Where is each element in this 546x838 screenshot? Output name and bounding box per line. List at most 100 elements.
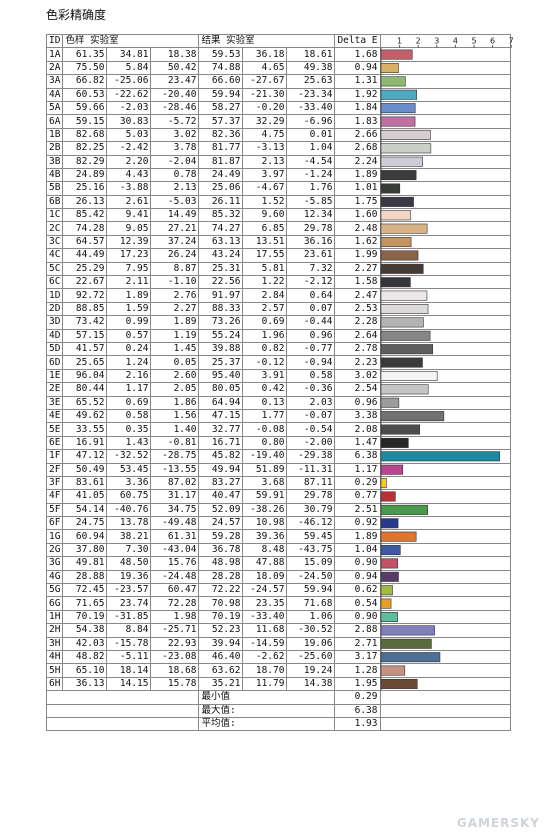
table-row: 5F 54.14 -40.76 34.75 52.09 -38.26 30.79 2.51 bbox=[45, 502, 511, 518]
table-row: 6G 71.65 23.74 72.28 70.98 23.35 71.68 0.54 bbox=[45, 596, 511, 611]
delta-e-value: 0.94 bbox=[334, 60, 381, 76]
patch-id: 6E bbox=[45, 435, 64, 451]
sample-value: -13.55 bbox=[150, 462, 200, 477]
result-value: 49.94 bbox=[198, 462, 244, 477]
result-value: 1.96 bbox=[242, 328, 288, 343]
patch-id: 6C bbox=[45, 275, 64, 290]
result-value: -0.77 bbox=[286, 341, 336, 357]
delta-e-value: 2.47 bbox=[334, 288, 381, 303]
sample-value: -24.48 bbox=[150, 569, 200, 585]
patch-id: 5G bbox=[45, 583, 64, 598]
bar-cell bbox=[379, 315, 511, 330]
sample-value: 53.45 bbox=[106, 462, 152, 477]
result-value: -1.24 bbox=[286, 167, 336, 183]
table-row: 2H 54.38 8.84 -25.71 52.23 11.68 -30.52 2.88 bbox=[45, 623, 511, 638]
sample-value: 49.62 bbox=[62, 408, 108, 424]
result-value: -43.75 bbox=[286, 542, 336, 558]
sample-value: -0.81 bbox=[150, 435, 200, 451]
result-value: -0.54 bbox=[286, 422, 336, 437]
result-value: 72.22 bbox=[198, 583, 244, 598]
sample-value: -5.03 bbox=[150, 194, 200, 210]
patch-id: 6D bbox=[45, 355, 64, 370]
patch-id: 3G bbox=[45, 556, 64, 571]
delta-e-value: 1.83 bbox=[334, 114, 381, 129]
sample-value: 17.23 bbox=[106, 248, 152, 263]
patch-id: 5A bbox=[45, 100, 64, 116]
bar-cell bbox=[379, 181, 511, 196]
result-value: -29.38 bbox=[286, 449, 336, 464]
sample-value: 82.25 bbox=[62, 141, 108, 156]
sample-value: 2.05 bbox=[150, 382, 200, 397]
result-value: 0.01 bbox=[286, 127, 336, 143]
sample-value: 9.05 bbox=[106, 221, 152, 236]
patch-id: 1G bbox=[45, 529, 64, 544]
delta-e-value: 1.17 bbox=[334, 462, 381, 477]
sample-value: 1.56 bbox=[150, 408, 200, 424]
bar-cell bbox=[379, 368, 511, 384]
result-value: 82.36 bbox=[198, 127, 244, 143]
sample-value: 34.81 bbox=[106, 47, 152, 62]
sample-value: -1.10 bbox=[150, 275, 200, 290]
sample-value: -20.40 bbox=[150, 87, 200, 102]
sample-value: 1.40 bbox=[150, 422, 200, 437]
result-value: -11.31 bbox=[286, 462, 336, 477]
table-row: 3E 65.52 0.69 1.86 64.94 0.13 2.03 0.96 bbox=[45, 395, 511, 410]
patch-id: 4E bbox=[45, 408, 64, 424]
sample-value: 61.35 bbox=[62, 47, 108, 62]
patch-id: 4A bbox=[45, 87, 64, 102]
patch-id: 3E bbox=[45, 395, 64, 410]
sample-value: 8.87 bbox=[150, 261, 200, 277]
result-value: 17.55 bbox=[242, 248, 288, 263]
sample-value: 7.30 bbox=[106, 542, 152, 558]
bar-cell bbox=[379, 341, 511, 357]
result-value: -2.00 bbox=[286, 435, 336, 451]
sample-value: 41.57 bbox=[62, 341, 108, 357]
result-value: 7.32 bbox=[286, 261, 336, 277]
result-value: 15.09 bbox=[286, 556, 336, 571]
result-value: 39.88 bbox=[198, 341, 244, 357]
sample-value: 75.50 bbox=[62, 60, 108, 76]
table-row: 2C 74.28 9.05 27.21 74.27 6.85 29.78 2.48 bbox=[45, 221, 511, 236]
result-value: 59.45 bbox=[286, 529, 336, 544]
bar-cell bbox=[379, 234, 511, 250]
result-value: 2.13 bbox=[242, 154, 288, 169]
result-value: 3.91 bbox=[242, 368, 288, 384]
table-row: 4C 44.49 17.23 26.24 43.24 17.55 23.61 1.99 bbox=[45, 248, 511, 263]
sample-value: 48.82 bbox=[62, 649, 108, 665]
sample-value: 5.03 bbox=[106, 127, 152, 143]
sample-value: 44.49 bbox=[62, 248, 108, 263]
result-value: 26.11 bbox=[198, 194, 244, 210]
sample-value: -23.08 bbox=[150, 649, 200, 665]
sample-value: 2.60 bbox=[150, 368, 200, 384]
table-row: 4B 24.89 4.43 0.78 24.49 3.97 -1.24 1.89 bbox=[45, 167, 511, 183]
sample-value: 49.81 bbox=[62, 556, 108, 571]
result-value: 1.76 bbox=[286, 181, 336, 196]
sample-value: 12.39 bbox=[106, 234, 152, 250]
axis-cell bbox=[379, 33, 511, 49]
header-result: 结果 实验室 bbox=[198, 33, 336, 49]
sample-value: 8.84 bbox=[106, 623, 152, 638]
sample-value: 0.69 bbox=[106, 395, 152, 410]
result-value: -4.67 bbox=[242, 181, 288, 196]
sample-value: 60.47 bbox=[150, 583, 200, 598]
sample-value: 1.89 bbox=[150, 315, 200, 330]
table-row: 6E 16.91 1.43 -0.81 16.71 0.80 -2.00 1.47 bbox=[45, 435, 511, 451]
sample-value: 2.76 bbox=[150, 288, 200, 303]
sample-value: 0.78 bbox=[150, 167, 200, 183]
summary-bar-cell bbox=[379, 703, 511, 718]
sample-value: 37.24 bbox=[150, 234, 200, 250]
delta-e-value: 1.58 bbox=[334, 275, 381, 290]
sample-value: 61.31 bbox=[150, 529, 200, 544]
sample-value: -32.52 bbox=[106, 449, 152, 464]
bar-cell bbox=[379, 676, 511, 692]
result-value: 48.98 bbox=[198, 556, 244, 571]
result-value: -0.94 bbox=[286, 355, 336, 370]
result-value: 0.64 bbox=[286, 288, 336, 303]
sample-value: 2.20 bbox=[106, 154, 152, 169]
bar-cell bbox=[379, 649, 511, 665]
summary-blank bbox=[45, 703, 200, 718]
result-value: 81.87 bbox=[198, 154, 244, 169]
table-row: 2G 37.80 7.30 -43.04 36.78 8.48 -43.75 1.04 bbox=[45, 542, 511, 558]
delta-e-value: 2.53 bbox=[334, 301, 381, 317]
result-value: 73.26 bbox=[198, 315, 244, 330]
